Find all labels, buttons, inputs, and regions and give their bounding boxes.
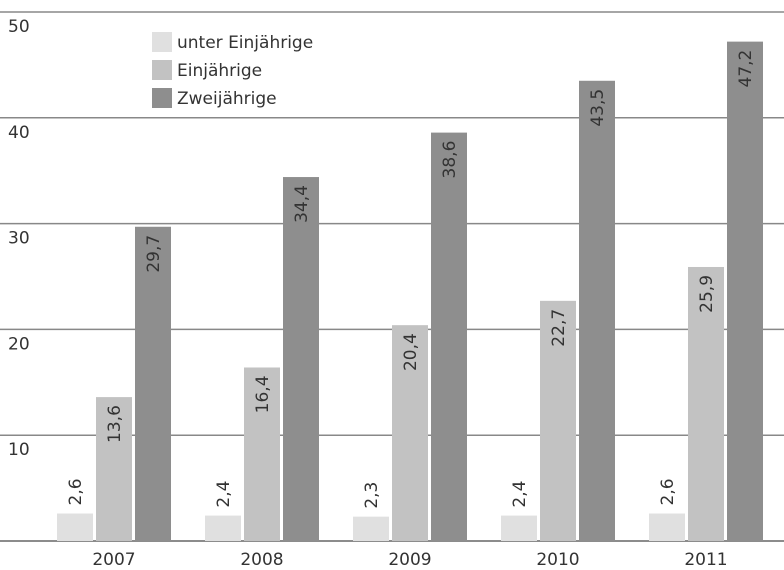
- x-tick-label: 2009: [388, 550, 431, 570]
- y-tick-label: 30: [8, 229, 30, 249]
- y-tick-label: 40: [8, 123, 30, 143]
- value-label: 2,3: [362, 482, 382, 509]
- value-label: 38,6: [440, 141, 460, 179]
- x-tick-label: 2007: [92, 550, 135, 570]
- bar: [688, 266, 724, 541]
- value-label: 47,2: [736, 50, 756, 88]
- value-label: 22,7: [549, 309, 569, 347]
- y-tick-label: 10: [8, 440, 30, 460]
- value-label: 29,7: [144, 235, 164, 273]
- value-label: 13,6: [105, 405, 125, 443]
- value-label: 2,4: [214, 481, 234, 508]
- bar: [205, 515, 241, 541]
- bar: [501, 515, 537, 541]
- bar: [540, 300, 576, 541]
- value-label: 2,6: [66, 478, 86, 505]
- bar: [283, 177, 319, 541]
- value-label: 34,4: [292, 185, 312, 223]
- value-label: 16,4: [253, 375, 273, 413]
- value-label: 2,6: [658, 478, 678, 505]
- legend-label: Zweijährige: [177, 89, 277, 109]
- x-tick-label: 2010: [536, 550, 579, 570]
- value-label: 2,4: [510, 481, 530, 508]
- y-tick-label: 50: [8, 17, 30, 37]
- bar: [57, 513, 93, 541]
- legend-swatch: [152, 60, 172, 80]
- bar: [135, 226, 171, 542]
- bar: [244, 367, 280, 541]
- value-label: 25,9: [697, 275, 717, 313]
- y-tick-label: 20: [8, 334, 30, 354]
- x-tick-label: 2011: [684, 550, 727, 570]
- legend-swatch: [152, 88, 172, 108]
- bar: [96, 397, 132, 541]
- legend-label: Einjährige: [177, 61, 262, 81]
- bar: [649, 513, 685, 541]
- value-label: 43,5: [588, 89, 608, 127]
- legend-swatch: [152, 32, 172, 52]
- bar: [353, 516, 389, 541]
- bar: [431, 132, 467, 541]
- value-label: 20,4: [401, 333, 421, 371]
- legend-label: unter Einjährige: [177, 33, 313, 53]
- bar: [392, 325, 428, 541]
- x-tick-label: 2008: [240, 550, 283, 570]
- bar: [579, 80, 615, 542]
- bar: [727, 41, 763, 542]
